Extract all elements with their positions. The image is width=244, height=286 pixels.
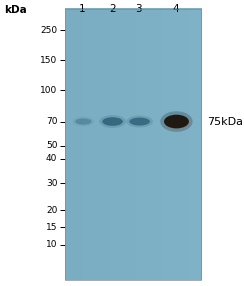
Text: 30: 30 [46, 178, 57, 188]
Text: 40: 40 [46, 154, 57, 163]
Ellipse shape [102, 117, 123, 126]
Text: 4: 4 [172, 4, 179, 14]
Text: 2: 2 [109, 4, 116, 14]
Ellipse shape [126, 116, 153, 128]
Ellipse shape [129, 118, 150, 126]
Ellipse shape [164, 115, 189, 128]
Text: 150: 150 [40, 55, 57, 65]
Text: kDa: kDa [4, 5, 27, 15]
Text: 250: 250 [40, 25, 57, 35]
Bar [65, 9, 201, 280]
Ellipse shape [73, 117, 94, 126]
Ellipse shape [99, 115, 126, 128]
Ellipse shape [160, 111, 193, 132]
Text: 20: 20 [46, 206, 57, 215]
Text: 15: 15 [46, 223, 57, 232]
Text: 75kDa: 75kDa [207, 117, 243, 126]
Ellipse shape [75, 118, 92, 125]
Text: 50: 50 [46, 141, 57, 150]
Text: 3: 3 [135, 4, 142, 14]
Text: 1: 1 [79, 4, 86, 14]
Text: 100: 100 [40, 86, 57, 95]
Text: 10: 10 [46, 240, 57, 249]
Text: 70: 70 [46, 117, 57, 126]
